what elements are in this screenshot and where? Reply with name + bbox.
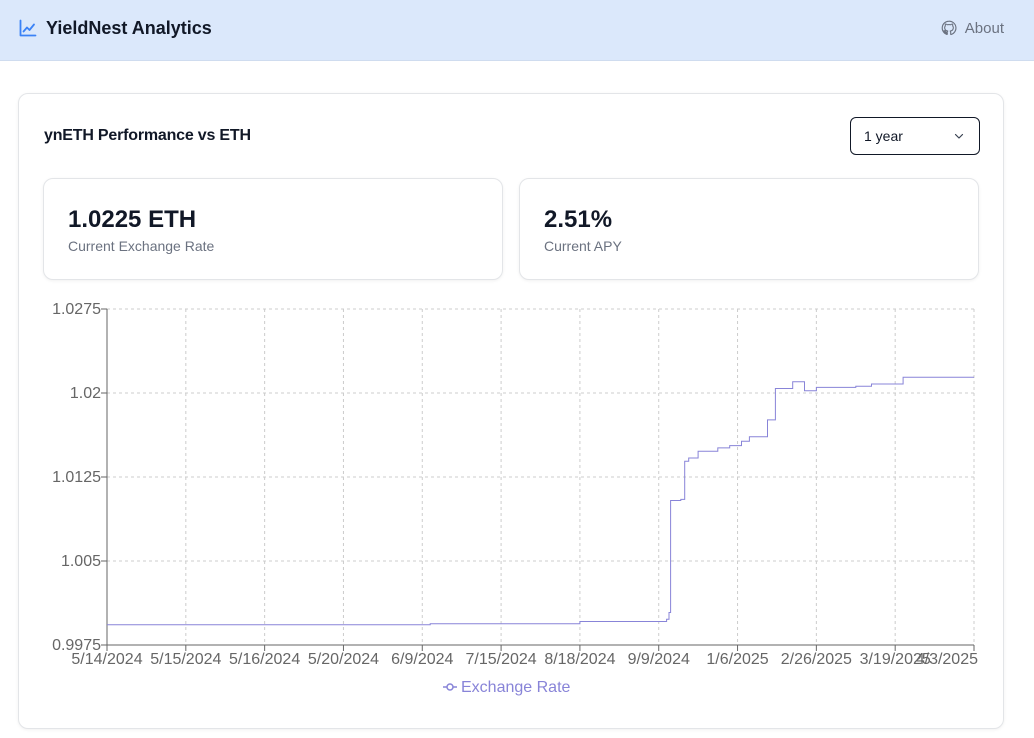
x-tick-label: 2/26/2025 <box>781 651 852 668</box>
about-link[interactable]: About <box>941 18 1004 38</box>
card-title: ynETH Performance vs ETH <box>44 127 251 144</box>
time-range-select[interactable]: 1 year <box>850 117 980 155</box>
apy-stat-card: 2.51% Current APY <box>519 178 979 280</box>
time-range-value: 1 year <box>864 128 903 144</box>
x-tick-label: 4/3/2025 <box>916 651 978 668</box>
x-tick-label: 5/16/2024 <box>229 651 300 668</box>
x-tick-label: 5/20/2024 <box>308 651 379 668</box>
x-tick-label: 5/15/2024 <box>150 651 221 668</box>
github-icon <box>941 20 957 36</box>
exchange-rate-stat-card: 1.0225 ETH Current Exchange Rate <box>43 178 503 280</box>
x-tick-label: 8/18/2024 <box>544 651 615 668</box>
apy-label: Current APY <box>544 238 622 254</box>
y-tick-label: 0.9975 <box>52 637 101 654</box>
x-tick-label: 3/19/2025 <box>860 651 931 668</box>
x-tick-label: 9/9/2024 <box>628 651 690 668</box>
legend-dot-marker <box>446 683 454 691</box>
exchange-rate-value: 1.0225 ETH <box>68 206 197 233</box>
performance-card: ynETH Performance vs ETH 1 year 1.0225 E… <box>18 93 1004 729</box>
apy-value: 2.51% <box>544 206 613 233</box>
y-tick-label: 1.0125 <box>52 469 101 486</box>
exchange-rate-label: Current Exchange Rate <box>68 238 215 254</box>
x-tick-label: 6/9/2024 <box>391 651 453 668</box>
x-tick-label: 5/14/2024 <box>71 651 142 668</box>
app-title: YieldNest Analytics <box>46 18 212 38</box>
top-nav-bar: YieldNest Analytics About <box>0 0 1034 61</box>
legend-label: Exchange Rate <box>461 679 571 696</box>
x-tick-label: 1/6/2025 <box>706 651 768 668</box>
y-tick-label: 1.02 <box>70 385 101 402</box>
y-tick-label: 1.0275 <box>52 301 101 318</box>
series-line-exchange-rate <box>107 376 974 626</box>
y-tick-label: 1.005 <box>61 553 101 570</box>
about-label: About <box>964 19 1004 37</box>
x-tick-label: 7/15/2024 <box>465 651 536 668</box>
line-chart-icon <box>19 19 37 37</box>
chevron-down-icon <box>954 133 964 139</box>
